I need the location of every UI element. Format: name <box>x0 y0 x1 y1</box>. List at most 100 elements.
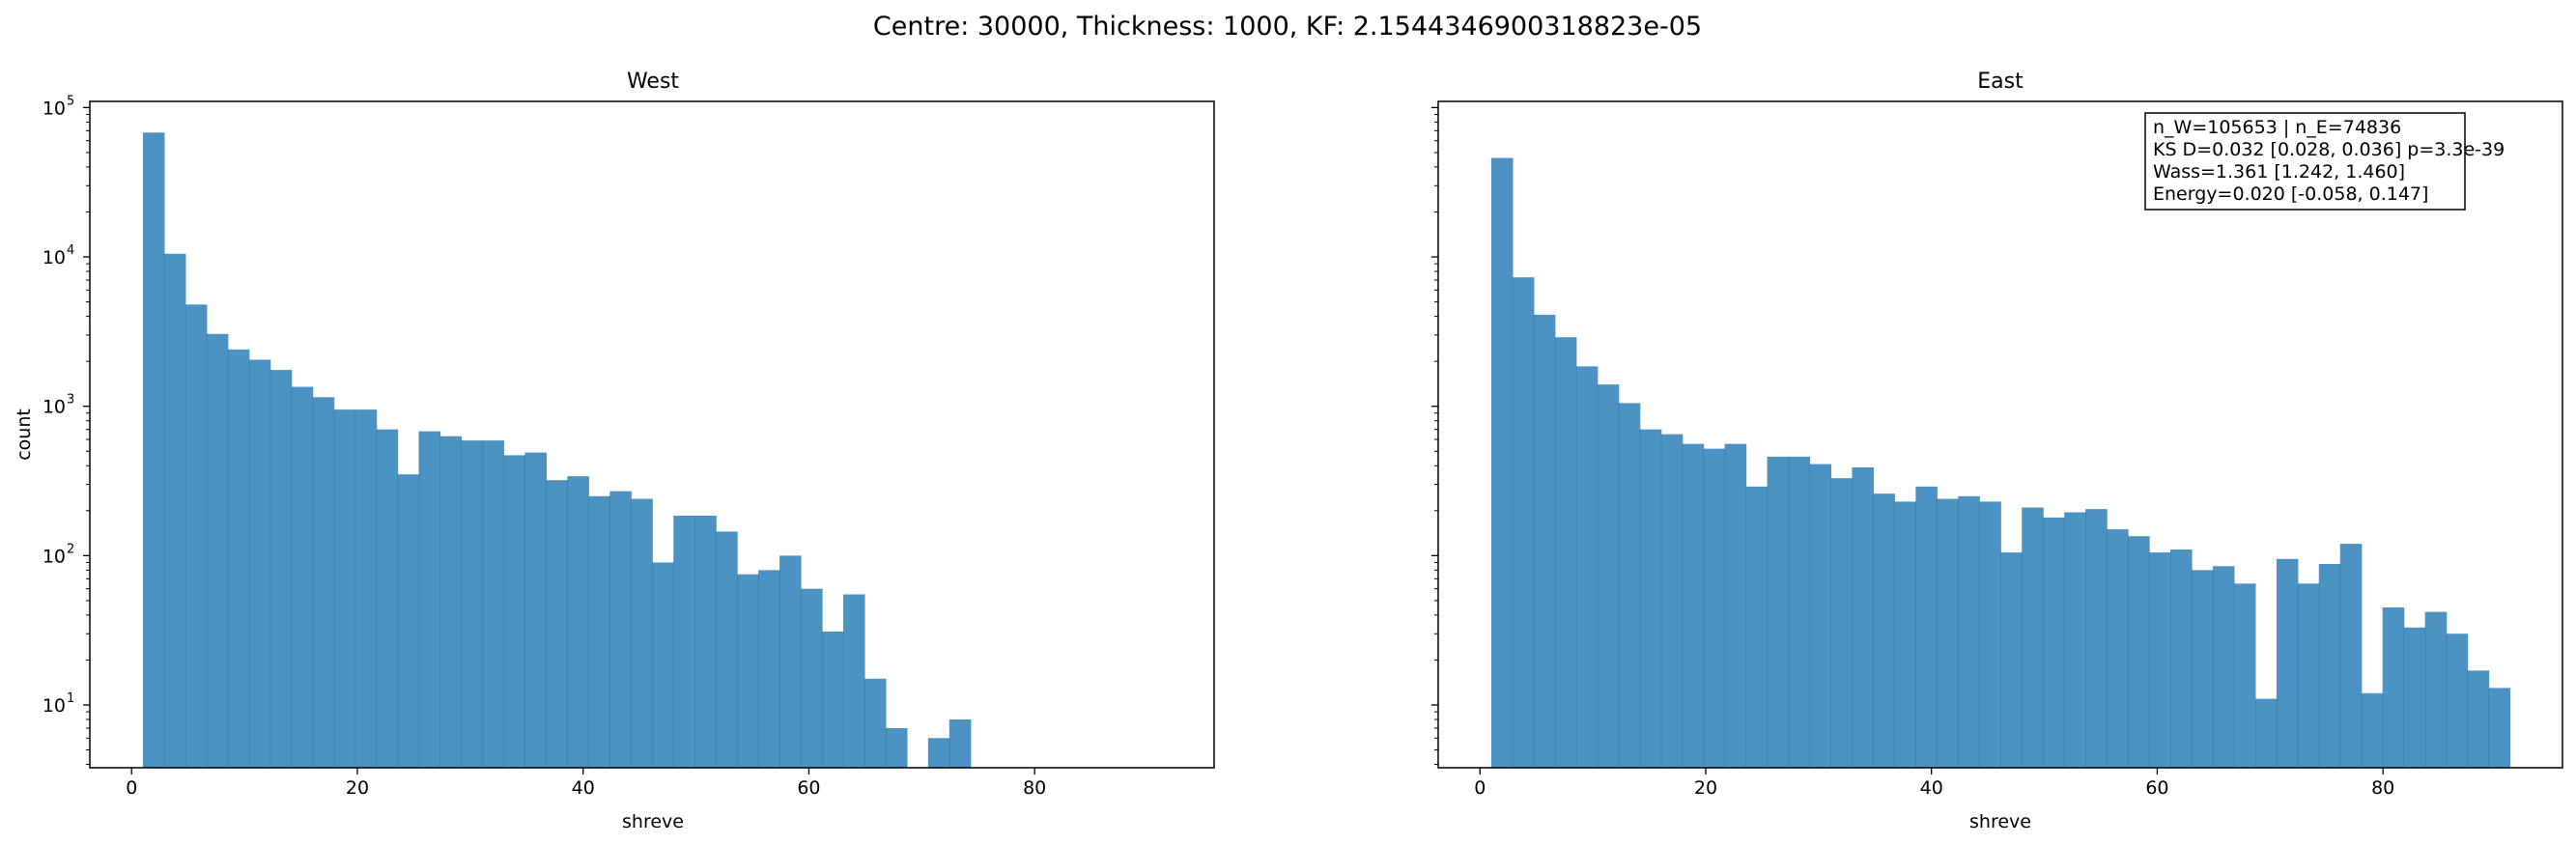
east-histogram-bar <box>1639 429 1662 768</box>
east-histogram-bar <box>2446 634 2469 768</box>
west-y-tick-label: 105 <box>42 94 74 119</box>
east-histogram-bar <box>2488 688 2511 768</box>
west-histogram-bar <box>142 132 165 769</box>
west-histogram-bar <box>716 531 738 768</box>
west-histogram-bar <box>248 359 271 768</box>
west-plot-frame <box>89 100 1215 769</box>
west-histogram-bar <box>737 574 759 768</box>
east-histogram-bar <box>1852 466 1875 768</box>
east-histogram-bar <box>2085 509 2108 768</box>
figure-suptitle: Centre: 30000, Thickness: 1000, KF: 2.15… <box>873 12 1702 42</box>
east-panel: East 0 20 40 60 80 shreve n_W=105653 | n_E=7… <box>1431 70 2563 832</box>
west-x-axis-label: shreve <box>622 811 684 832</box>
west-histogram-bar <box>758 570 780 768</box>
west-histogram-bars <box>142 132 972 769</box>
east-histogram-bar <box>1533 314 1556 768</box>
east-histogram-bar <box>1873 493 1895 768</box>
east-histogram-bar <box>2107 529 2129 768</box>
east-histogram-bar <box>1575 366 1599 768</box>
east-histogram-bar <box>1788 456 1811 768</box>
east-histogram-bar <box>2318 563 2341 768</box>
east-histogram-bar <box>2424 611 2448 768</box>
east-histogram-bar <box>2361 692 2384 768</box>
east-histogram-bar <box>1682 443 1705 768</box>
east-histogram-bar <box>1490 157 1514 768</box>
east-x-tick-label: 80 <box>2371 777 2394 799</box>
east-histogram-bar <box>1830 478 1854 768</box>
west-histogram-bar <box>227 349 250 768</box>
east-histogram-bar <box>2022 507 2044 768</box>
west-y-axis-label: count <box>14 408 35 461</box>
east-histogram-bar <box>2339 544 2363 768</box>
stats-annotation-frame <box>2144 112 2466 211</box>
west-histogram-bar <box>588 495 610 768</box>
east-histogram-bars <box>1490 157 2511 768</box>
west-x-tick-label: 80 <box>1023 777 1046 799</box>
east-histogram-bar <box>2170 549 2193 768</box>
east-x-tick-label: 60 <box>2145 777 2168 799</box>
stats-line-wass: Wass=1.361 [1.242, 1.460] <box>2153 161 2405 183</box>
east-histogram-bar <box>1597 384 1620 768</box>
west-histogram-bar <box>206 333 229 768</box>
west-histogram-bar <box>822 632 844 768</box>
east-histogram-bar <box>1660 434 1684 768</box>
east-x-tick-label: 0 <box>1474 777 1486 799</box>
east-histogram-bar <box>1979 501 2001 768</box>
east-histogram-bar <box>2064 512 2086 768</box>
stats-line-energy: Energy=0.020 [-0.058, 0.147] <box>2153 183 2428 205</box>
west-panel: West 0 20 40 60 80 101 102 103 104 105 shreve co… <box>14 70 1215 832</box>
east-histogram-bar <box>2000 552 2023 768</box>
stats-line-ks: KS D=0.032 [0.028, 0.036] p=3.3e-39 <box>2153 139 2505 160</box>
west-histogram-bar <box>885 727 908 768</box>
east-x-tick-label: 20 <box>1694 777 1717 799</box>
west-panel-title: West <box>627 70 679 94</box>
west-y-ticks: 101 102 103 104 105 <box>42 94 90 766</box>
east-histogram-bar <box>2233 583 2256 768</box>
west-y-tick-label: 104 <box>42 243 74 268</box>
west-histogram-bar <box>863 678 887 768</box>
east-histogram-bar <box>1703 448 1726 768</box>
east-histogram-bar <box>2276 558 2299 768</box>
west-histogram-bar <box>673 516 695 768</box>
west-histogram-bar <box>842 594 865 768</box>
east-histogram-bar <box>2191 570 2214 768</box>
west-histogram-bar <box>609 491 632 768</box>
west-histogram-bar <box>397 474 420 768</box>
west-histogram-bar <box>418 431 441 768</box>
west-histogram-bar <box>354 409 378 768</box>
east-histogram-bar <box>1618 403 1641 768</box>
east-histogram-bar <box>2149 552 2171 768</box>
west-y-tick-label: 101 <box>42 691 74 717</box>
east-histogram-bar <box>1554 337 1577 768</box>
west-histogram-bar <box>801 588 823 768</box>
east-x-ticks: 0 20 40 60 80 <box>1474 768 2394 799</box>
west-histogram-bar <box>524 452 547 768</box>
east-histogram-bar <box>1915 486 1938 768</box>
east-x-tick-label: 40 <box>1920 777 1943 799</box>
east-histogram-bar <box>1894 501 1916 768</box>
east-histogram-bar <box>2128 536 2150 768</box>
west-histogram-bar <box>333 409 356 768</box>
east-histogram-bar <box>1724 443 1747 768</box>
east-histogram-bar <box>1937 498 1959 768</box>
west-x-ticks: 0 20 40 60 80 <box>126 768 1046 799</box>
west-histogram-bar <box>482 440 505 768</box>
east-histogram-bar <box>2212 566 2235 768</box>
stats-line-counts: n_W=105653 | n_E=74836 <box>2153 117 2401 138</box>
west-histogram-bar <box>461 440 484 768</box>
west-histogram-bar <box>503 455 526 768</box>
west-histogram-bar <box>779 555 802 768</box>
east-histogram-bar <box>1958 495 1980 768</box>
east-histogram-bar <box>2382 606 2405 768</box>
west-histogram-bar <box>291 386 314 768</box>
west-histogram-bar <box>652 562 674 768</box>
east-histogram-bar <box>1809 464 1832 768</box>
east-panel-title: East <box>1977 70 2024 94</box>
west-y-tick-label: 102 <box>42 542 74 567</box>
west-histogram-bar <box>312 397 335 768</box>
east-histogram-bar <box>2297 583 2320 768</box>
west-histogram-bar <box>567 476 589 768</box>
west-histogram-bar <box>269 370 293 768</box>
west-histogram-bar <box>184 304 208 768</box>
